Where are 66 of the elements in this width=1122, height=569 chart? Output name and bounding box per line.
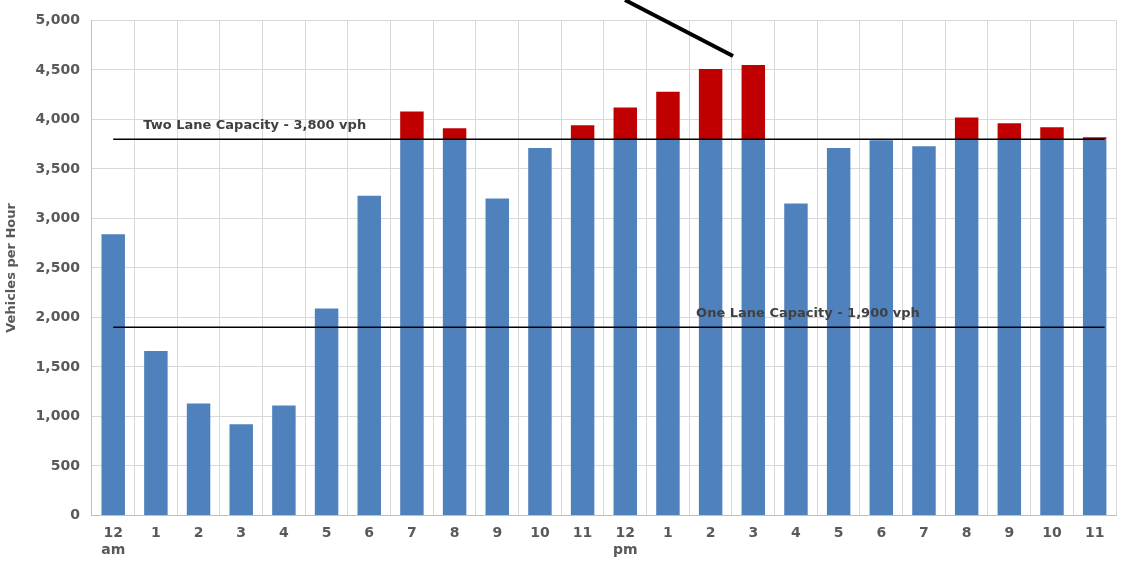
bar	[442, 128, 467, 140]
bar	[997, 123, 1022, 140]
bar	[442, 139, 467, 515]
bar	[272, 405, 296, 515]
bar	[1040, 127, 1064, 140]
bar	[144, 351, 168, 515]
y-tick-label: 2,000	[35, 308, 81, 325]
bar	[1040, 139, 1064, 515]
bar	[485, 198, 509, 515]
bar	[1082, 139, 1107, 515]
x-tick-label: 7	[919, 524, 929, 541]
x-tick-label: 4	[279, 524, 290, 541]
y-tick-label: 500	[50, 456, 81, 473]
y-tick-label: 3,500	[35, 159, 81, 176]
bar	[698, 139, 723, 515]
y-tick-label: 4,500	[35, 60, 81, 77]
x-tick-label: 8	[961, 524, 972, 541]
x-tick-label: 12 pm	[612, 524, 638, 558]
x-tick-label: 5	[833, 524, 844, 541]
x-tick-label: 1	[151, 524, 161, 541]
y-tick-label: 4,000	[35, 110, 81, 127]
y-tick-label: 2,500	[35, 258, 81, 275]
y-tick-label: 1,000	[35, 407, 81, 424]
x-tick-label: 6	[364, 524, 375, 541]
x-tick-label: 10	[1042, 524, 1062, 541]
x-tick-label: 2	[705, 524, 716, 541]
x-tick-label: 3	[748, 524, 759, 541]
x-tick-label: 4	[791, 524, 802, 541]
bar	[400, 111, 424, 140]
x-tick-label: 7	[407, 524, 417, 541]
bar	[314, 308, 339, 515]
y-tick-label: 3,000	[35, 209, 81, 226]
y-axis-title: Vehicles per Hour	[3, 202, 19, 333]
y-tick-label: 0	[70, 506, 81, 523]
bar	[186, 403, 211, 515]
bar	[570, 139, 595, 515]
bar	[954, 117, 979, 140]
bar	[101, 234, 125, 515]
x-tick-label: 12 am	[101, 524, 126, 558]
bar	[613, 139, 638, 515]
x-tick-label: 1	[663, 524, 673, 541]
ref-line-label: Two Lane Capacity - 3,800 vph	[143, 117, 367, 133]
bar	[656, 139, 680, 515]
bar	[954, 139, 979, 515]
x-tick-label: 2	[193, 524, 204, 541]
bar	[229, 424, 253, 515]
bar	[357, 195, 381, 515]
bar	[741, 64, 766, 140]
bar	[570, 125, 595, 140]
bar	[997, 139, 1022, 515]
x-tick-label: 10	[530, 524, 550, 541]
bar	[656, 91, 680, 140]
bar	[698, 68, 723, 140]
bar	[400, 139, 424, 515]
x-tick-label: 11	[572, 524, 593, 541]
x-tick-label: 11	[1084, 524, 1105, 541]
x-tick-label: 5	[321, 524, 332, 541]
bar	[613, 107, 638, 140]
x-tick-label: 8	[449, 524, 460, 541]
x-tick-label: 9	[492, 524, 503, 541]
x-tick-label: 9	[1004, 524, 1015, 541]
x-tick-label: 6	[876, 524, 887, 541]
y-tick-label: 5,000	[35, 11, 81, 28]
x-tick-label: 3	[236, 524, 247, 541]
y-tick-label: 1,500	[35, 357, 81, 374]
bar	[528, 148, 552, 515]
